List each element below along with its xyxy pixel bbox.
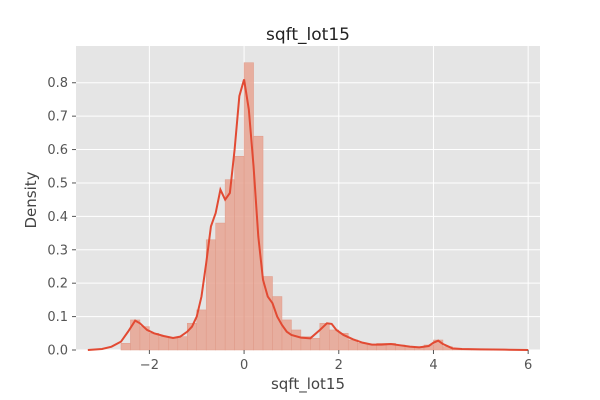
x-tick-label: 4 <box>429 358 437 373</box>
histogram-bar <box>177 336 188 351</box>
y-tick-label: 0.4 <box>47 210 68 225</box>
y-tick-label: 0.1 <box>47 310 68 325</box>
histogram-bar <box>158 336 169 351</box>
y-tick-label: 0.0 <box>47 344 68 359</box>
y-tick-label: 0.2 <box>47 277 68 292</box>
histogram-bar <box>310 338 321 351</box>
histogram-bar <box>291 329 302 351</box>
chart-title: sqft_lot15 <box>266 25 350 45</box>
y-tick-label: 0.5 <box>47 176 68 191</box>
y-tick-label: 0.3 <box>47 243 68 258</box>
histogram-bar <box>224 179 235 351</box>
plot-background <box>76 46 540 350</box>
y-tick-label: 0.6 <box>47 143 68 158</box>
x-tick-label: 2 <box>335 358 343 373</box>
histogram-bar <box>196 309 207 351</box>
x-axis-label: sqft_lot15 <box>271 375 345 394</box>
y-axis-label: Density <box>22 171 40 228</box>
histogram-bar <box>234 155 245 351</box>
x-tick-label: 0 <box>240 358 248 373</box>
x-tick-label: −2 <box>140 358 159 373</box>
y-tick-label: 0.7 <box>47 110 68 125</box>
histogram-bar <box>366 344 377 351</box>
kde-curve <box>87 79 529 351</box>
axis-ticks: −2 0 2 4 6 0.0 0.1 0.2 0.3 0.4 0.5 0.6 0.7 0.8 <box>47 76 532 373</box>
y-tick-label: 0.8 <box>47 76 68 91</box>
histogram-bar <box>168 338 179 351</box>
histogram-bar <box>149 333 160 351</box>
histogram-bar <box>215 222 226 351</box>
x-tick-label: 6 <box>524 358 532 373</box>
histogram-bar <box>120 343 131 351</box>
histogram-bar <box>329 329 340 351</box>
